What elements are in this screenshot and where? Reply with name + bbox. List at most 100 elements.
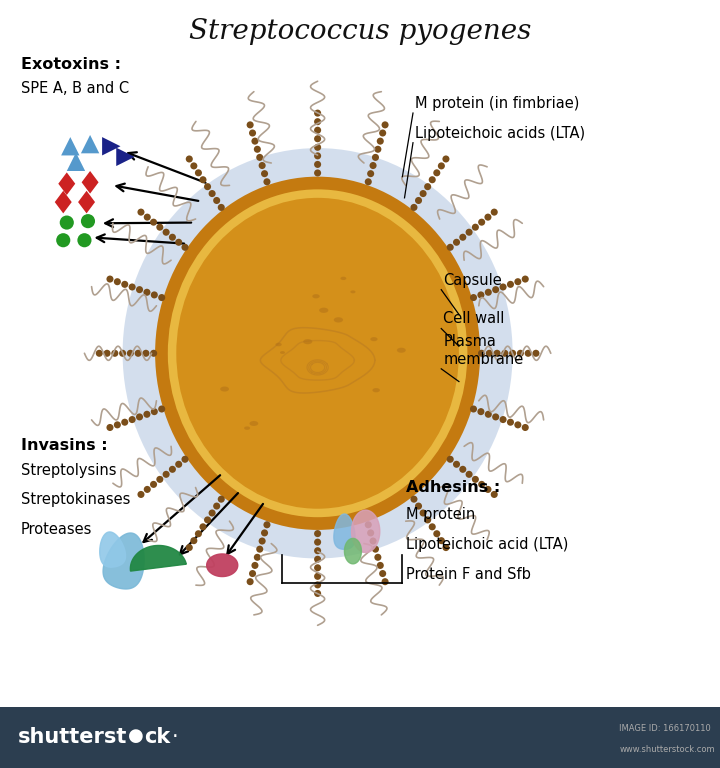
Ellipse shape xyxy=(379,130,386,137)
Text: shutterst: shutterst xyxy=(18,727,127,747)
Ellipse shape xyxy=(493,349,500,357)
Ellipse shape xyxy=(522,424,528,431)
Ellipse shape xyxy=(466,229,472,236)
Ellipse shape xyxy=(254,554,261,561)
Text: Capsule: Capsule xyxy=(444,273,502,287)
Ellipse shape xyxy=(256,154,264,161)
Ellipse shape xyxy=(485,411,492,418)
Ellipse shape xyxy=(438,537,445,545)
Ellipse shape xyxy=(104,349,111,357)
Ellipse shape xyxy=(478,349,485,357)
Text: Exotoxins :: Exotoxins : xyxy=(21,57,121,71)
Text: ck: ck xyxy=(144,727,170,747)
Ellipse shape xyxy=(314,170,321,177)
Ellipse shape xyxy=(314,152,321,160)
Ellipse shape xyxy=(217,495,225,503)
Ellipse shape xyxy=(249,421,258,426)
Polygon shape xyxy=(334,514,355,549)
Text: Protein F and Sfb: Protein F and Sfb xyxy=(406,567,531,581)
Ellipse shape xyxy=(370,337,377,341)
Ellipse shape xyxy=(107,276,114,283)
Ellipse shape xyxy=(314,564,321,571)
Polygon shape xyxy=(102,137,120,155)
Ellipse shape xyxy=(433,530,441,538)
Polygon shape xyxy=(351,510,379,552)
Ellipse shape xyxy=(150,349,157,357)
Ellipse shape xyxy=(485,486,492,493)
Ellipse shape xyxy=(428,523,436,531)
Polygon shape xyxy=(67,153,85,171)
Ellipse shape xyxy=(258,162,266,169)
Ellipse shape xyxy=(532,349,539,357)
Ellipse shape xyxy=(367,170,374,177)
Ellipse shape xyxy=(491,491,498,498)
Ellipse shape xyxy=(433,169,441,177)
Ellipse shape xyxy=(428,176,436,184)
Ellipse shape xyxy=(501,349,508,357)
Ellipse shape xyxy=(507,419,514,425)
Ellipse shape xyxy=(144,486,150,493)
Polygon shape xyxy=(344,538,361,564)
Ellipse shape xyxy=(477,291,485,299)
Ellipse shape xyxy=(365,521,372,528)
Ellipse shape xyxy=(261,170,268,177)
Ellipse shape xyxy=(150,481,157,488)
Ellipse shape xyxy=(314,556,321,563)
Text: Adhesins :: Adhesins : xyxy=(406,481,500,495)
Ellipse shape xyxy=(136,286,143,293)
Ellipse shape xyxy=(442,544,449,551)
Ellipse shape xyxy=(143,411,150,418)
Ellipse shape xyxy=(410,204,418,211)
Ellipse shape xyxy=(314,110,321,117)
Ellipse shape xyxy=(472,476,479,483)
Polygon shape xyxy=(116,147,135,166)
Ellipse shape xyxy=(195,169,202,177)
Text: IMAGE ID: 166170110: IMAGE ID: 166170110 xyxy=(619,723,711,733)
Ellipse shape xyxy=(150,291,158,299)
Text: www.shutterstock.com: www.shutterstock.com xyxy=(619,745,715,754)
Ellipse shape xyxy=(209,509,216,517)
Ellipse shape xyxy=(247,578,253,585)
Ellipse shape xyxy=(186,544,193,551)
Ellipse shape xyxy=(209,190,216,197)
Ellipse shape xyxy=(397,348,406,353)
Ellipse shape xyxy=(135,349,142,357)
Ellipse shape xyxy=(181,243,189,251)
Ellipse shape xyxy=(351,290,356,293)
Ellipse shape xyxy=(96,349,103,357)
Polygon shape xyxy=(81,135,99,154)
Polygon shape xyxy=(103,533,144,589)
Ellipse shape xyxy=(264,521,271,528)
Ellipse shape xyxy=(472,223,479,230)
Ellipse shape xyxy=(186,155,193,163)
Ellipse shape xyxy=(155,177,480,530)
Ellipse shape xyxy=(334,317,343,323)
Ellipse shape xyxy=(163,229,170,236)
Ellipse shape xyxy=(213,502,220,510)
Ellipse shape xyxy=(314,547,321,554)
Ellipse shape xyxy=(446,243,454,251)
Ellipse shape xyxy=(514,422,521,429)
Ellipse shape xyxy=(143,289,150,296)
Ellipse shape xyxy=(122,148,513,558)
Text: ●: ● xyxy=(128,727,144,745)
Ellipse shape xyxy=(156,223,163,230)
Polygon shape xyxy=(55,190,72,214)
Ellipse shape xyxy=(509,349,516,357)
Polygon shape xyxy=(81,171,99,194)
Ellipse shape xyxy=(254,146,261,153)
Polygon shape xyxy=(207,554,238,577)
Ellipse shape xyxy=(478,219,485,226)
Ellipse shape xyxy=(249,130,256,137)
Ellipse shape xyxy=(485,289,492,296)
Ellipse shape xyxy=(453,461,460,468)
Ellipse shape xyxy=(175,239,182,246)
Ellipse shape xyxy=(470,294,477,301)
Ellipse shape xyxy=(377,562,384,569)
Ellipse shape xyxy=(369,162,377,169)
Ellipse shape xyxy=(213,197,220,204)
Ellipse shape xyxy=(319,308,328,313)
Ellipse shape xyxy=(190,162,197,170)
Ellipse shape xyxy=(280,351,285,354)
Ellipse shape xyxy=(314,581,321,588)
